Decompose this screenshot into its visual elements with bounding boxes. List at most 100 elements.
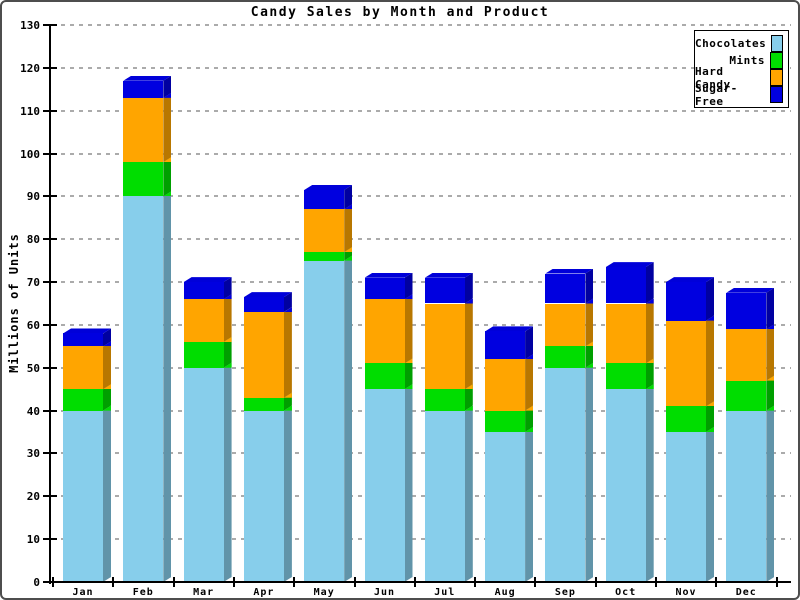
- x-tick-label: Aug: [494, 587, 516, 598]
- bar-segment-jun-mints: [364, 363, 405, 390]
- bar-segment-side: [585, 299, 593, 347]
- gridline: [52, 538, 791, 541]
- bar-segment-side: [344, 204, 352, 252]
- bar-segment-side: [525, 406, 533, 432]
- bar-bevel-step: [525, 427, 534, 433]
- y-axis-line: [49, 24, 51, 584]
- bar-segment-side: [585, 341, 593, 367]
- bar-segment-jul-sugar-free: [424, 277, 465, 304]
- bar-segment-dec-hard-candy: [726, 329, 767, 381]
- y-tick-label: 50: [26, 361, 40, 375]
- bar-segment-feb-sugar-free: [123, 80, 164, 98]
- bar-segment-side: [405, 358, 413, 389]
- legend-label: Hard Candy: [695, 64, 731, 91]
- bar-segment-side: [405, 273, 413, 299]
- bar-segment-aug-hard-candy: [485, 359, 526, 411]
- gridline: [52, 409, 791, 412]
- legend-item-mints: Mints: [695, 52, 788, 69]
- gridline: [52, 66, 791, 69]
- y-tick-label: 0: [33, 576, 40, 589]
- bar-segment-side: [103, 384, 111, 410]
- bar-bevel-step: [706, 427, 714, 433]
- bar-segment-side: [103, 328, 111, 346]
- bar-segment-side: [706, 427, 714, 582]
- bar-bevel-step: [645, 298, 654, 304]
- legend-swatch: [770, 52, 783, 69]
- bar-bevel-step: [283, 392, 292, 398]
- bar-top-face: [726, 288, 774, 293]
- y-tick-label: 20: [26, 490, 40, 504]
- bar-bevel-step: [404, 358, 413, 364]
- gridline: [52, 24, 791, 26]
- bar-top-face: [304, 185, 352, 190]
- bar-segment-side: [766, 406, 774, 582]
- bar-bevel-step: [163, 191, 172, 197]
- bar-segment-side: [224, 277, 232, 299]
- bar-top-face: [123, 76, 171, 81]
- x-axis-line: [49, 581, 791, 583]
- bar-bevel-step: [706, 401, 714, 407]
- legend-item-hard-candy: Hard Candy: [695, 65, 788, 91]
- bar-segment-side: [525, 427, 533, 582]
- bar-bevel-step: [464, 405, 473, 411]
- bar-bevel-step: [464, 298, 473, 304]
- bar-segment-side: [224, 337, 232, 368]
- bar-bevel-step: [525, 354, 534, 360]
- legend-label: Sugar-Free: [695, 81, 738, 108]
- bar-bevel-step: [223, 294, 232, 300]
- bar-segment-side: [646, 358, 654, 389]
- bar-bevel-step: [344, 247, 353, 253]
- bar-top-face: [63, 328, 111, 333]
- bar-segment-side: [465, 406, 473, 582]
- bar-segment-may-mints: [304, 252, 345, 261]
- bar-top-face: [485, 326, 533, 331]
- bar-segment-oct-sugar-free: [605, 267, 646, 304]
- bar-segment-nov-hard-candy: [666, 320, 706, 407]
- bar-segment-side: [405, 384, 413, 582]
- bar-segment-side: [344, 247, 352, 261]
- bar-segment-side: [465, 273, 473, 304]
- bar-segment-side: [585, 363, 593, 582]
- bar-segment-side: [224, 363, 232, 582]
- bar-segment-aug-chocolates: [485, 432, 526, 582]
- bar-segment-dec-sugar-free: [726, 292, 767, 330]
- y-axis-title: Millions of Units: [7, 233, 21, 373]
- x-tick-label: May: [313, 587, 335, 598]
- bar-segment-side: [766, 376, 774, 411]
- bar-segment-side: [284, 307, 292, 398]
- y-tick-label: 100: [20, 147, 40, 161]
- bar-segment-jul-chocolates: [424, 410, 465, 582]
- y-tick-label: 70: [26, 276, 40, 290]
- bar-top-face: [244, 292, 292, 297]
- bar-bevel-step: [525, 405, 534, 411]
- bar-segment-feb-chocolates: [123, 196, 164, 582]
- bar-segment-side: [284, 393, 292, 411]
- bar-top-face: [666, 277, 714, 282]
- bar-segment-side: [706, 277, 714, 321]
- bar-bevel-step: [404, 294, 413, 300]
- y-tick-label: 90: [26, 190, 40, 204]
- gridline: [52, 238, 791, 241]
- bar-segment-mar-hard-candy: [183, 299, 224, 343]
- gridline: [52, 452, 791, 455]
- x-tick-label: Oct: [615, 587, 637, 598]
- legend: Chocolates Mints Hard Candy Sugar-Free: [694, 30, 789, 108]
- y-tick-label: 80: [26, 233, 40, 247]
- bar-segment-side: [465, 299, 473, 390]
- legend-swatch: [770, 69, 783, 86]
- bar-segment-nov-chocolates: [666, 432, 706, 582]
- bar-segment-jun-sugar-free: [364, 277, 405, 300]
- gridline: [52, 366, 791, 369]
- bar-segment-nov-mints: [666, 406, 706, 433]
- bar-segment-jul-mints: [424, 389, 465, 411]
- gridline: [52, 323, 791, 326]
- bar-segment-side: [646, 299, 654, 364]
- bar-segment-side: [344, 185, 352, 209]
- bar-segment-apr-sugar-free: [243, 297, 284, 313]
- bar-segment-jan-mints: [63, 389, 103, 411]
- bar-bevel-step: [645, 384, 654, 390]
- bar-bevel-step: [464, 384, 473, 390]
- bar-segment-jun-chocolates: [364, 389, 405, 582]
- bar-segment-dec-chocolates: [726, 410, 767, 582]
